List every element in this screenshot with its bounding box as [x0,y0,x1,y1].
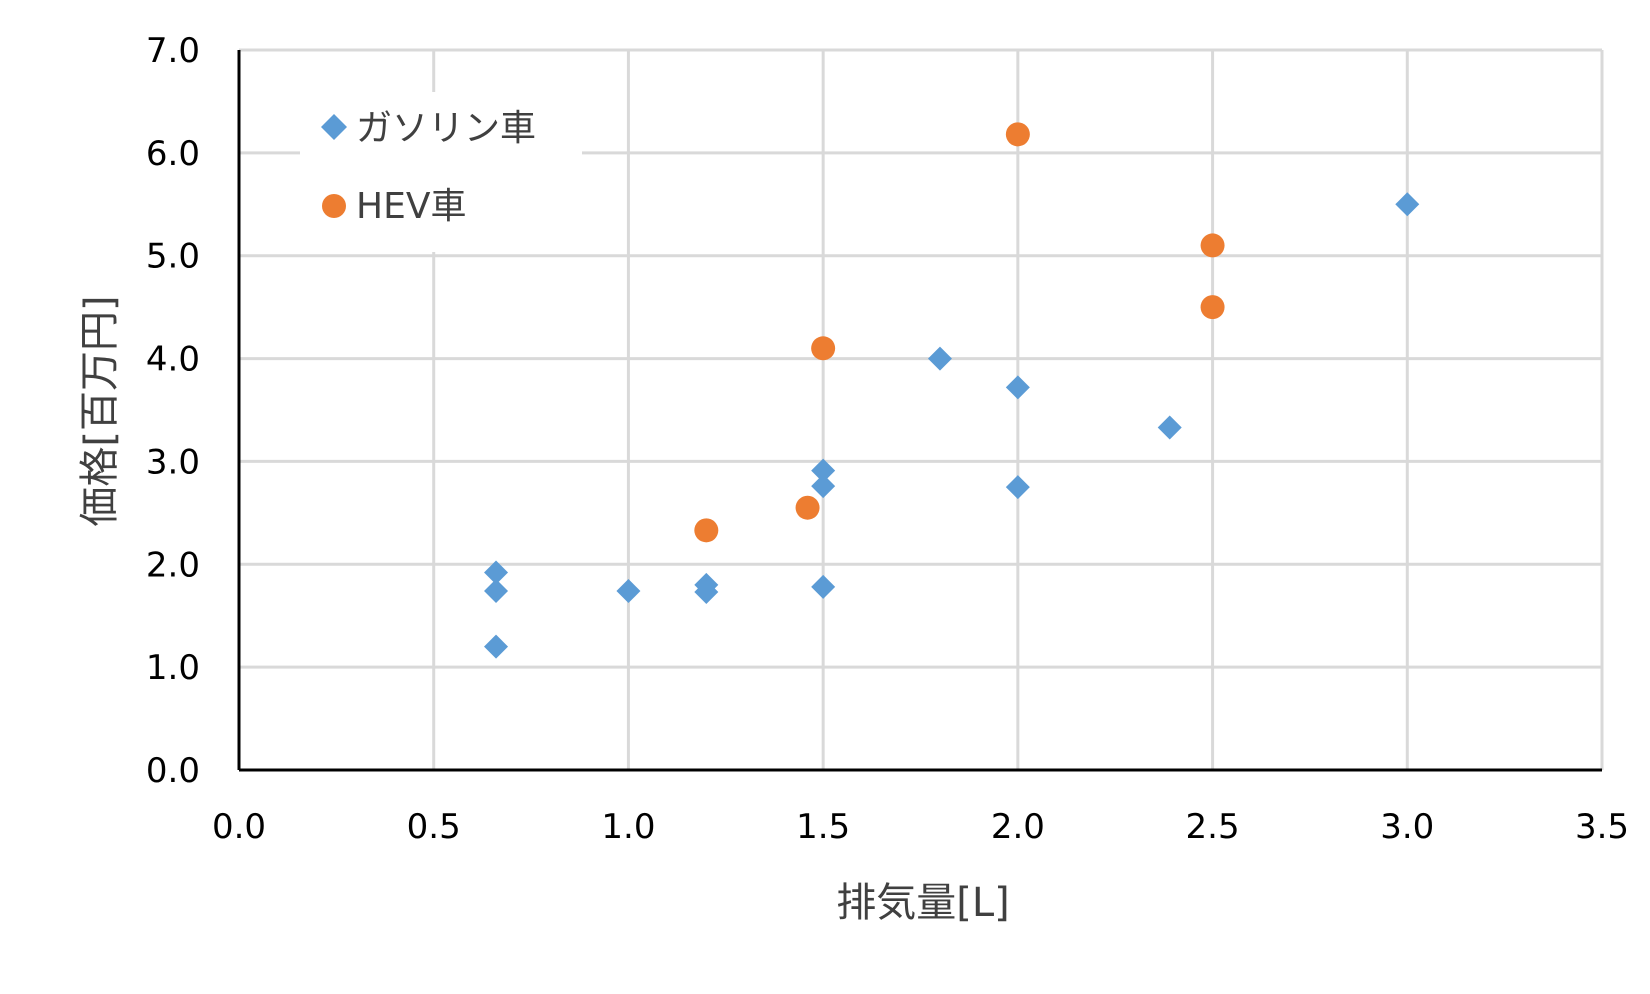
gasoline-point [811,474,836,499]
gasoline-point [1005,475,1030,500]
y-axis-title: 価格[百万円] [77,295,123,526]
gasoline-point [694,580,719,605]
y-tick-labels: 0.0 1.0 2.0 3.0 4.0 5.0 6.0 7.0 [146,31,200,791]
legend-label-gasoline: ガソリン車 [356,108,536,149]
legend-label-hev: HEV車 [356,186,466,227]
x-tick-label: 2.5 [1186,807,1240,847]
y-tick-label: 1.0 [146,648,200,688]
gasoline-point [484,579,509,604]
gridlines [239,48,1604,770]
gasoline-point [1005,375,1030,400]
data-points [484,122,1420,659]
gasoline-point [616,579,641,604]
x-tick-label: 3.5 [1575,807,1629,847]
gasoline-point [484,560,509,585]
x-tick-label: 1.5 [796,807,850,847]
gasoline-point [1157,415,1182,440]
legend-item-gasoline: ガソリン車 [321,108,536,149]
gasoline-point [927,346,952,371]
hev-point [1200,233,1225,258]
gasoline-point [484,634,509,659]
legend-background [300,92,582,252]
x-tick-label: 0.5 [407,807,461,847]
x-axis-title: 排気量[L] [836,880,1010,926]
hev-point [1005,122,1030,147]
y-tick-label: 4.0 [146,340,200,380]
hev-point [694,518,719,543]
y-tick-label: 2.0 [146,545,200,585]
hev-point [811,336,836,361]
legend: ガソリン車 HEV車 [300,92,582,252]
y-tick-label: 0.0 [146,751,200,791]
x-tick-label: 1.0 [601,807,655,847]
legend-item-hev: HEV車 [322,186,466,227]
axes [237,50,1602,772]
hev-point [1200,295,1225,320]
y-tick-label: 6.0 [146,134,200,174]
x-tick-label: 2.0 [991,807,1045,847]
x-tick-labels: 0.0 0.5 1.0 1.5 2.0 2.5 3.0 3.5 [212,807,1629,847]
gasoline-point [811,574,836,599]
y-tick-label: 3.0 [146,442,200,482]
x-tick-label: 3.0 [1380,807,1434,847]
gasoline-point [811,458,836,483]
x-tick-label: 0.0 [212,807,266,847]
gasoline-point [1395,192,1420,217]
legend-circle-marker [322,194,346,218]
y-tick-label: 7.0 [146,31,200,71]
y-tick-label: 5.0 [146,237,200,277]
hev-point [795,495,820,520]
legend-diamond-marker [321,114,347,140]
